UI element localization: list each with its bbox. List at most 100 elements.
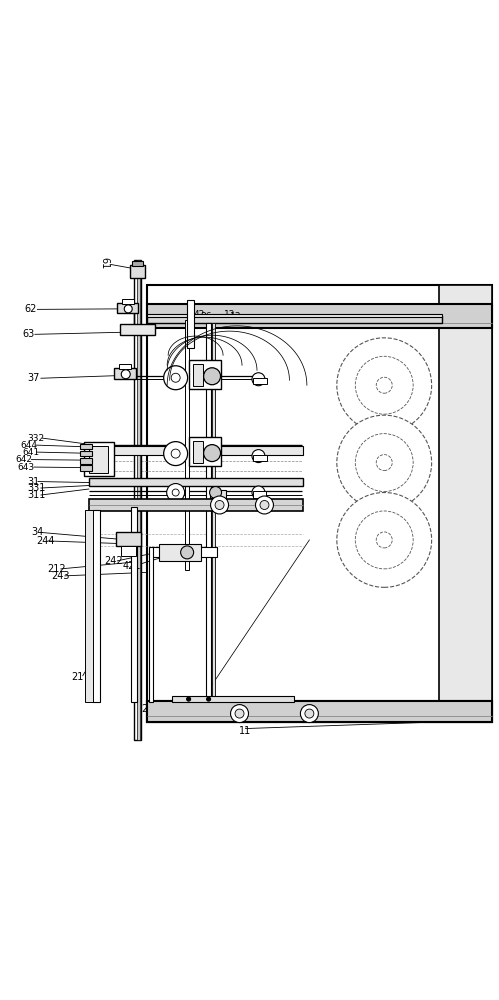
Circle shape: [171, 449, 180, 458]
Circle shape: [252, 486, 265, 499]
Bar: [131, 507, 137, 702]
Circle shape: [121, 370, 130, 379]
Bar: [147, 701, 492, 722]
Circle shape: [355, 434, 413, 492]
Text: 332: 332: [27, 434, 44, 443]
Text: 643: 643: [17, 463, 34, 472]
Circle shape: [215, 500, 224, 509]
Bar: [122, 299, 134, 304]
Circle shape: [376, 377, 392, 393]
Circle shape: [211, 496, 229, 514]
Circle shape: [355, 356, 413, 414]
Circle shape: [204, 445, 221, 462]
Text: 251: 251: [184, 715, 202, 725]
Circle shape: [187, 697, 191, 701]
Bar: [137, 260, 140, 740]
Bar: [189, 437, 221, 466]
Circle shape: [167, 484, 185, 501]
Circle shape: [172, 489, 179, 496]
Bar: [149, 547, 153, 702]
Text: 242: 242: [104, 556, 122, 566]
Text: 61: 61: [100, 257, 110, 269]
Circle shape: [337, 493, 432, 587]
Bar: [134, 260, 141, 740]
Text: 11: 11: [239, 726, 251, 736]
Bar: [85, 510, 93, 702]
Bar: [185, 320, 189, 570]
Circle shape: [204, 368, 221, 385]
Circle shape: [252, 450, 265, 463]
Bar: [189, 360, 221, 389]
Text: 642: 642: [15, 455, 32, 464]
Circle shape: [337, 415, 432, 510]
Bar: [130, 265, 145, 278]
Text: 12: 12: [224, 310, 235, 319]
Text: 244: 244: [36, 536, 54, 546]
Bar: [147, 701, 492, 722]
Text: 243: 243: [51, 571, 69, 581]
Bar: [210, 490, 226, 498]
Bar: [80, 444, 92, 449]
Circle shape: [305, 709, 314, 718]
Bar: [439, 285, 492, 722]
Bar: [193, 441, 203, 463]
Circle shape: [164, 366, 188, 390]
Bar: [89, 446, 108, 473]
Text: 34: 34: [31, 527, 43, 537]
Bar: [89, 446, 303, 455]
Bar: [147, 316, 442, 323]
Text: 31: 31: [27, 477, 40, 487]
Circle shape: [376, 532, 392, 548]
Text: 13: 13: [230, 312, 242, 321]
Circle shape: [207, 697, 211, 701]
Bar: [206, 323, 211, 702]
Bar: [121, 546, 136, 556]
Bar: [80, 451, 92, 456]
Text: 62: 62: [24, 304, 36, 314]
Bar: [80, 465, 92, 471]
Circle shape: [252, 373, 265, 386]
Bar: [89, 499, 303, 511]
Text: 212: 212: [47, 564, 66, 574]
Bar: [114, 368, 136, 379]
Bar: [117, 303, 138, 313]
Bar: [187, 300, 194, 348]
Circle shape: [255, 496, 273, 514]
Bar: [120, 324, 155, 335]
Text: 23: 23: [142, 704, 154, 714]
Text: 37: 37: [27, 373, 40, 383]
Circle shape: [235, 709, 244, 718]
Text: 5: 5: [186, 310, 192, 319]
Circle shape: [181, 546, 194, 559]
Circle shape: [164, 442, 188, 466]
Text: 331: 331: [27, 483, 46, 493]
Circle shape: [355, 511, 413, 569]
Text: 42: 42: [193, 310, 205, 319]
Text: 641: 641: [22, 448, 39, 457]
Circle shape: [231, 705, 249, 723]
Text: 25: 25: [204, 707, 216, 717]
Bar: [132, 261, 143, 266]
Circle shape: [376, 455, 392, 471]
Bar: [212, 323, 215, 702]
Bar: [80, 458, 92, 464]
Bar: [84, 442, 114, 476]
Text: 63: 63: [22, 329, 35, 339]
Bar: [116, 532, 141, 546]
Circle shape: [260, 500, 269, 509]
Circle shape: [171, 373, 180, 382]
Text: 644: 644: [20, 441, 37, 450]
Bar: [89, 478, 303, 486]
Text: 245: 245: [177, 709, 196, 719]
Bar: [159, 544, 201, 561]
Circle shape: [124, 305, 132, 313]
Text: 35: 35: [207, 314, 219, 323]
Bar: [119, 364, 131, 369]
Bar: [147, 285, 492, 722]
Bar: [193, 364, 203, 386]
Bar: [147, 314, 442, 317]
Bar: [150, 547, 217, 557]
Bar: [253, 455, 267, 461]
Text: 311: 311: [27, 490, 46, 500]
Bar: [253, 491, 266, 498]
